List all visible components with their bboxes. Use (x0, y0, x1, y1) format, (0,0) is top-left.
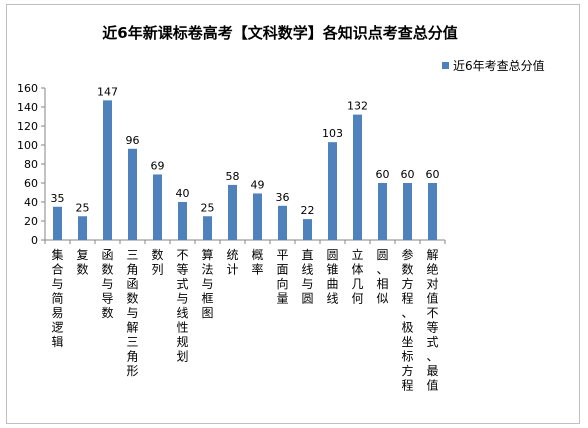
y-tick-label: 100 (17, 139, 38, 152)
x-category-label: 解绝对值不等式、最值 (426, 248, 438, 393)
y-tick-label: 160 (17, 82, 38, 95)
y-tick-label: 80 (24, 158, 38, 171)
bar-value-label: 60 (376, 168, 390, 181)
x-category-label: 概率 (251, 248, 263, 277)
x-category-label: 圆锥曲线 (326, 248, 338, 306)
bar-value-label: 96 (126, 134, 140, 147)
bar-value-label: 25 (76, 201, 90, 214)
bar (53, 206, 62, 240)
bar (78, 216, 87, 240)
bar-value-label: 58 (226, 170, 240, 183)
bar-value-label: 49 (251, 178, 265, 191)
y-tick-label: 0 (31, 234, 38, 247)
bar (278, 205, 287, 240)
bar-value-label: 22 (301, 204, 315, 217)
bar (103, 100, 112, 240)
y-tick-label: 60 (24, 177, 38, 190)
bar (178, 202, 187, 240)
bar (128, 148, 137, 240)
bar-value-label: 132 (347, 100, 368, 113)
x-category-label: 参数方程、极坐标方程 (401, 247, 413, 393)
x-category-label: 函数与导数 (101, 248, 113, 320)
bar-value-label: 147 (97, 85, 118, 98)
x-category-label: 直线与圆 (301, 248, 313, 306)
bar (378, 183, 387, 240)
bar-value-label: 69 (151, 159, 165, 172)
bar-value-label: 35 (51, 192, 65, 205)
bar-value-label: 25 (201, 201, 215, 214)
y-tick-label: 140 (17, 101, 38, 114)
bar (253, 193, 262, 240)
y-tick-label: 20 (24, 215, 38, 228)
bar (303, 219, 312, 240)
bar (353, 114, 362, 240)
x-category-label: 数列 (151, 247, 163, 277)
x-category-label: 算法与框图 (201, 247, 213, 320)
bar (153, 174, 162, 240)
y-tick-label: 40 (24, 196, 38, 209)
bar (328, 142, 337, 240)
bar-value-label: 36 (276, 191, 290, 204)
chart-frame (6, 4, 580, 424)
bar (403, 183, 412, 240)
bar-value-label: 60 (426, 168, 440, 181)
bar (228, 184, 237, 240)
x-category-label: 平面向量 (276, 248, 288, 306)
x-category-label: 三角函数与解三角形 (126, 248, 138, 378)
y-tick-label: 120 (17, 120, 38, 133)
chart-title: 近6年新课标卷高考【文科数学】各知识点考查总分值 (102, 24, 458, 42)
x-category-label: 复数 (76, 248, 88, 277)
x-category-label: 不等式与线性规划 (176, 248, 188, 364)
x-category-label: 统计 (226, 248, 238, 277)
legend-swatch (442, 62, 449, 69)
bar-value-label: 40 (176, 187, 190, 200)
legend: 近6年考查总分值 (442, 57, 545, 74)
legend-label: 近6年考查总分值 (453, 59, 545, 73)
x-category-label: 集合与简易逻辑 (51, 247, 63, 349)
x-category-label: 立体几何 (351, 247, 363, 306)
bar (428, 183, 437, 240)
x-category-label: 圆、相似 (376, 248, 388, 306)
bar (203, 216, 212, 240)
bar-value-label: 60 (401, 168, 415, 181)
bar-value-label: 103 (322, 127, 343, 140)
